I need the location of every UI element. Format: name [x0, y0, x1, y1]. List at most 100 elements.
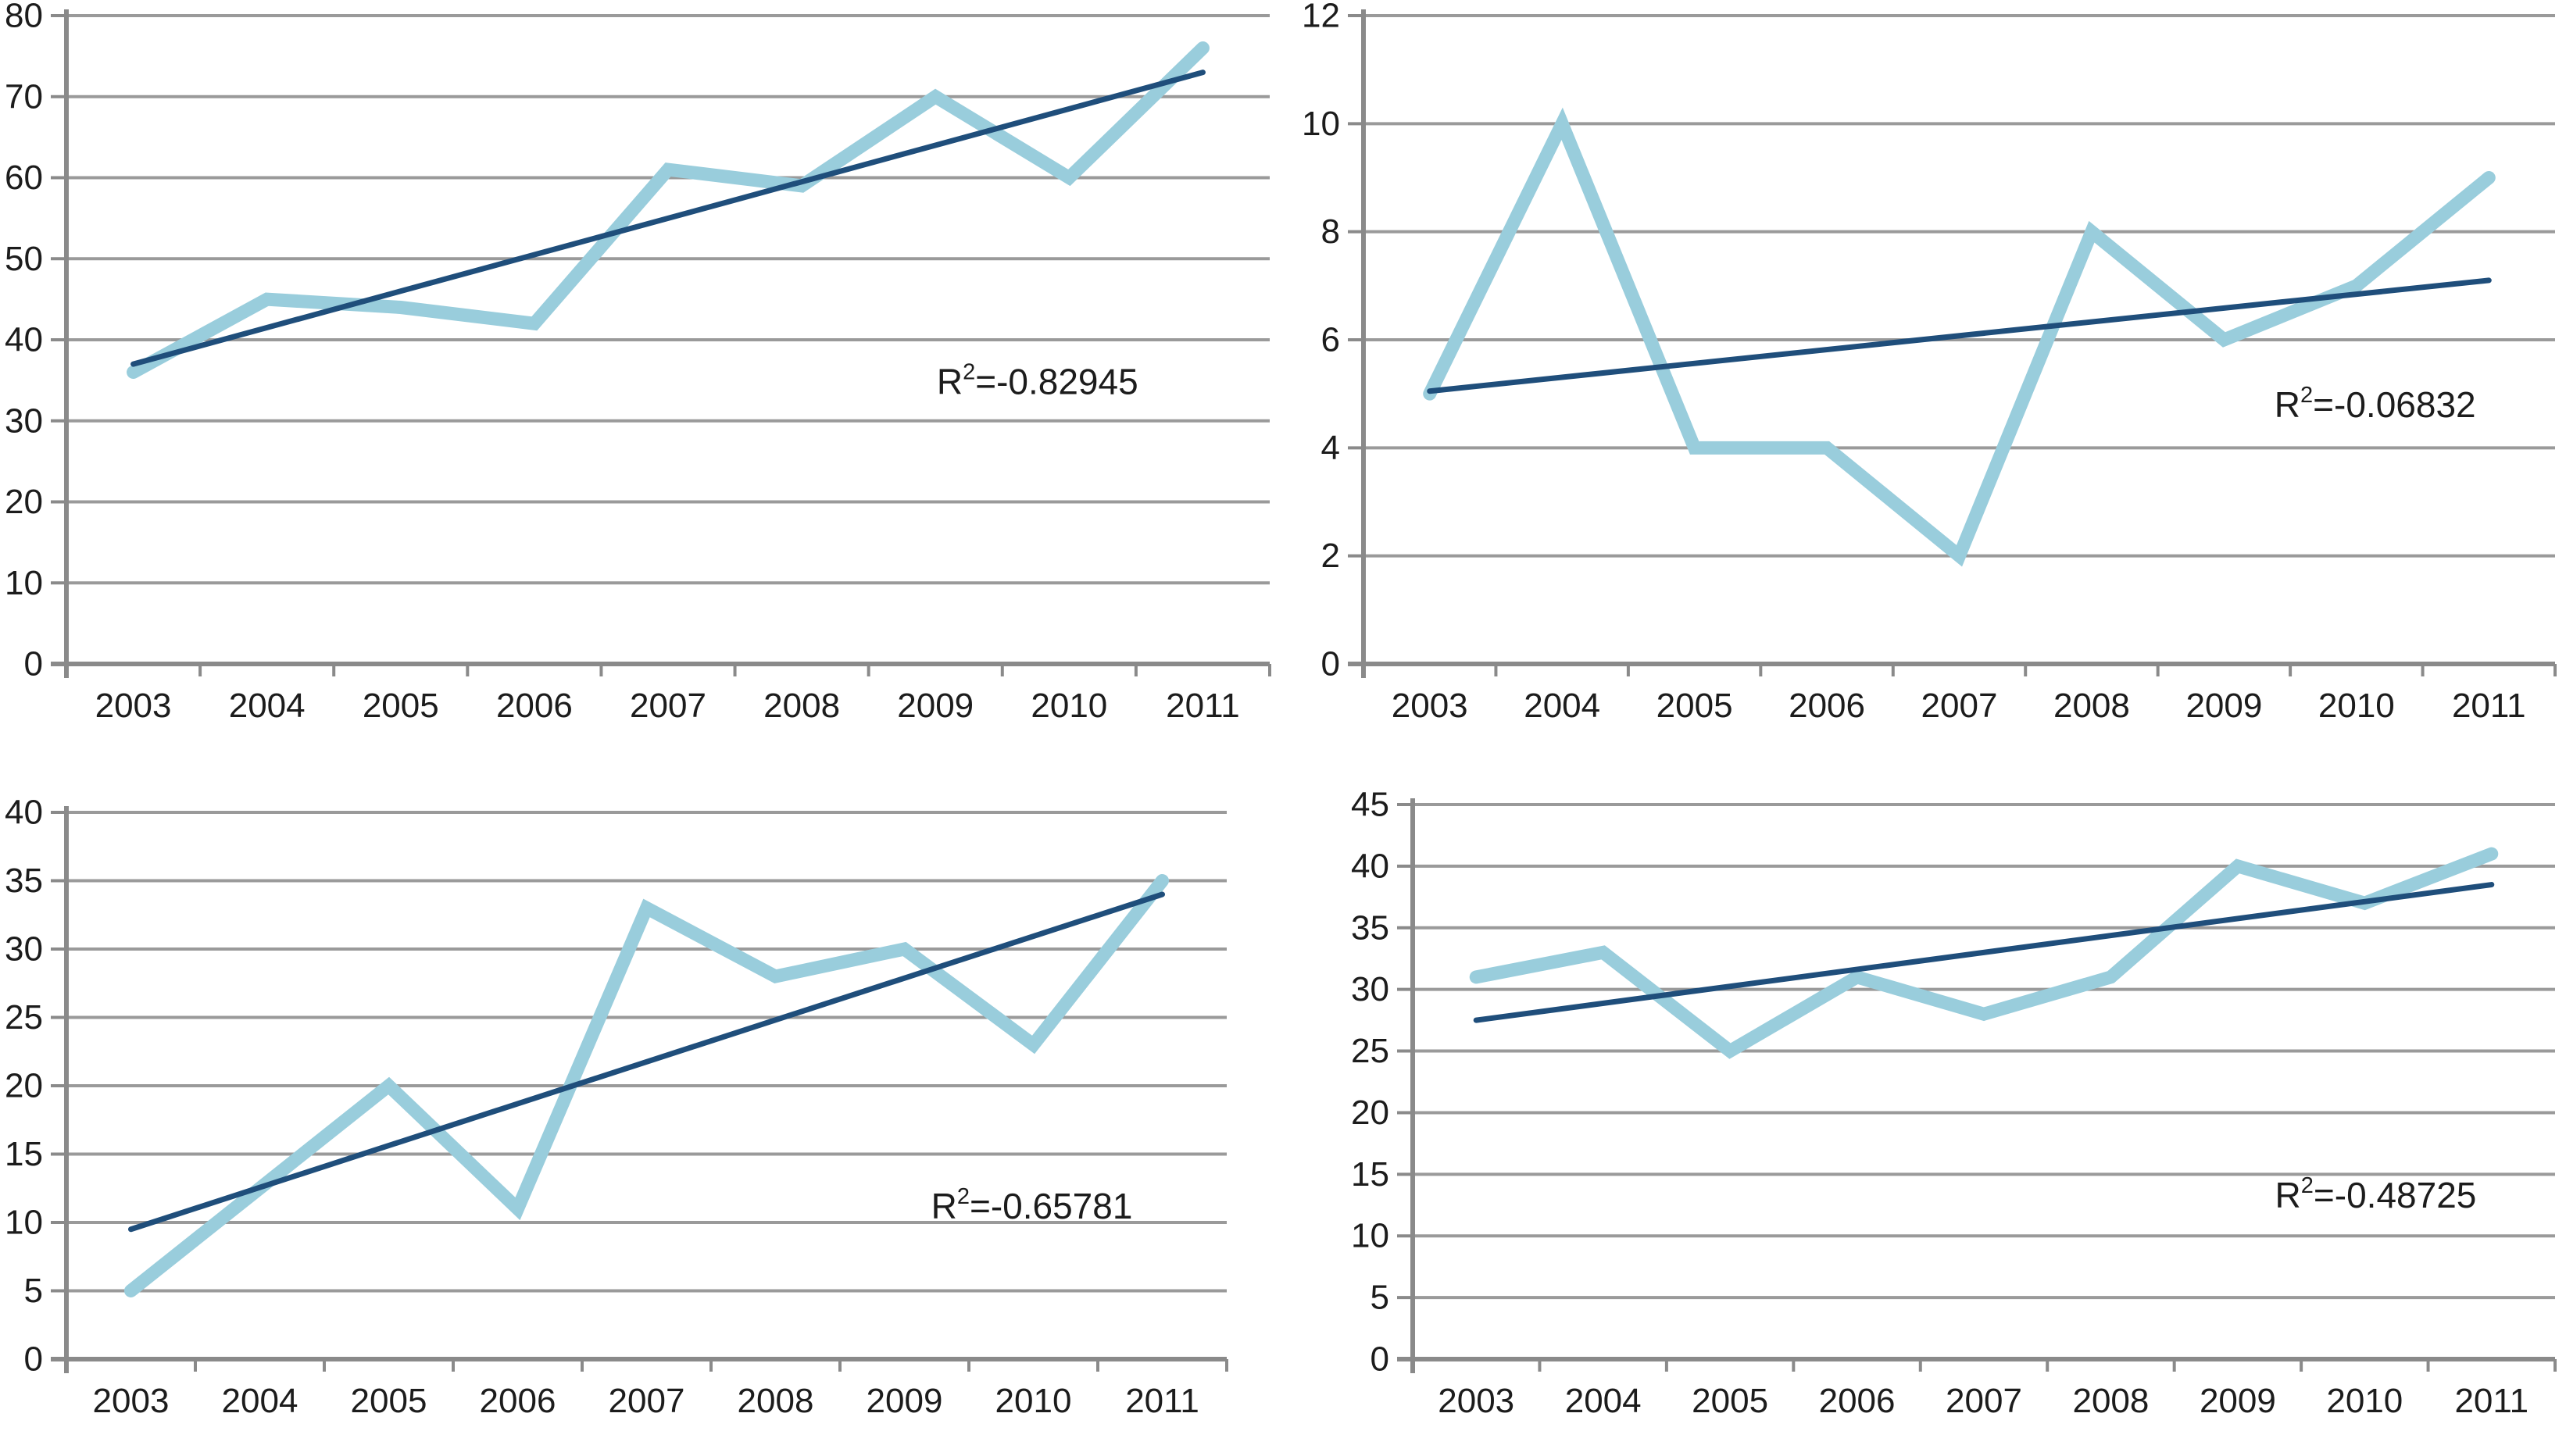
x-tick-label: 2007	[609, 1382, 685, 1420]
y-tick-label: 10	[1302, 105, 1340, 143]
x-axis-labels: 2003 2004 2005 2006 2007 2008 2009 2010 2011	[1438, 1382, 2528, 1420]
y-tick-label: 12	[1302, 0, 1340, 35]
x-tick-label: 2009	[2185, 687, 2262, 725]
r-squared-annotation: R2=-0.06832	[2275, 383, 2476, 425]
x-tick-label: 2006	[496, 687, 573, 725]
y-tick-label: 5	[1371, 1279, 1389, 1317]
y-tick-label: 0	[24, 1340, 43, 1379]
x-tick-label: 2007	[1921, 687, 1998, 725]
x-tick-label: 2011	[1125, 1382, 1199, 1420]
y-axis-labels: 0 10 20 30 40 50 60 70 80	[5, 0, 43, 683]
x-tick-label: 2004	[222, 1382, 298, 1420]
x-tick-label: 2008	[763, 687, 840, 725]
x-tick-marks	[65, 1359, 1228, 1372]
x-tick-label: 2006	[1819, 1382, 1896, 1420]
x-tick-label: 2005	[363, 687, 439, 725]
x-tick-label: 2010	[995, 1382, 1072, 1420]
x-axis-labels: 2003 2004 2005 2006 2007 2008 2009 2010 2011	[93, 1382, 1199, 1420]
y-tick-label: 20	[5, 1067, 43, 1105]
chart-top-right: 0 2 4 6 8 10 12 2003 2004 2005 2006 2007 2008 2009 201…	[1283, 0, 2566, 728]
y-tick-label: 25	[1351, 1032, 1389, 1070]
chart-bottom-right: 0 5 10 15 20 25 30 35 40 45 2003 2004 2005 2006 2007 20…	[1283, 728, 2566, 1456]
y-tick-label: 25	[5, 998, 43, 1037]
y-axis-labels: 0 5 10 15 20 25 30 35 40	[5, 794, 43, 1379]
trend-line	[128, 891, 1165, 1233]
y-tick-label: 6	[1321, 321, 1340, 359]
y-tick-label: 10	[5, 1204, 43, 1242]
x-tick-label: 2010	[1031, 687, 1107, 725]
y-tick-label: 4	[1321, 429, 1340, 467]
x-tick-label: 2003	[1438, 1382, 1514, 1420]
x-tick-marks	[1362, 664, 2557, 676]
x-tick-label: 2004	[1524, 687, 1600, 725]
r-squared-annotation: R2=-0.65781	[931, 1184, 1133, 1226]
y-tick-label: 0	[24, 645, 43, 683]
y-tick-label: 5	[24, 1272, 43, 1310]
x-tick-label: 2005	[1692, 1382, 1768, 1420]
x-tick-label: 2006	[1789, 687, 1865, 725]
observed-series-line	[1469, 847, 2499, 1059]
x-tick-label: 2009	[2200, 1382, 2276, 1420]
trend-line	[1473, 882, 2495, 1023]
x-tick-marks	[65, 664, 1271, 676]
y-tick-label: 10	[1351, 1217, 1389, 1255]
y-tick-label: 45	[1351, 786, 1389, 824]
y-tick-label: 15	[1351, 1155, 1389, 1194]
y-gridlines	[1413, 803, 2555, 1300]
x-tick-label: 2010	[2318, 687, 2395, 725]
y-tick-label: 50	[5, 240, 43, 278]
y-tick-label: 20	[1351, 1094, 1389, 1132]
x-tick-label: 2005	[1656, 687, 1733, 725]
x-tick-label: 2011	[2454, 1382, 2528, 1420]
x-tick-label: 2006	[480, 1382, 556, 1420]
x-tick-label: 2004	[1565, 1382, 1642, 1420]
axes	[1397, 798, 2555, 1373]
y-tick-label: 30	[5, 930, 43, 969]
x-tick-label: 2008	[738, 1382, 814, 1420]
r-squared-annotation: R2=-0.48725	[2275, 1173, 2477, 1215]
observed-series-line	[127, 41, 1210, 379]
y-tick-label: 8	[1321, 212, 1340, 251]
y-tick-label: 70	[5, 77, 43, 116]
y-tick-label: 30	[1351, 970, 1389, 1008]
x-tick-label: 2009	[897, 687, 974, 725]
y-tick-label: 80	[5, 0, 43, 35]
chart-top-right-svg: 0 2 4 6 8 10 12 2003 2004 2005 2006 2007 2008 2009 201…	[1302, 0, 2557, 725]
y-axis-labels: 0 5 10 15 20 25 30 35 40 45	[1351, 786, 1389, 1379]
x-tick-label: 2005	[351, 1382, 427, 1420]
y-tick-label: 0	[1371, 1340, 1389, 1379]
x-tick-label: 2010	[2326, 1382, 2403, 1420]
trend-line	[1427, 277, 2492, 394]
y-tick-label: 35	[1351, 908, 1389, 947]
chart-top-left: 0 10 20 30 40 50 60 70 80 2003 2004 2005 2006 2007 200…	[0, 0, 1283, 728]
x-tick-label: 2004	[229, 687, 306, 725]
x-tick-label: 2008	[2072, 1382, 2149, 1420]
observed-series-line	[1423, 107, 2496, 567]
axes	[51, 806, 1227, 1373]
r-squared-annotation: R2=-0.82945	[937, 360, 1138, 402]
y-tick-label: 40	[5, 321, 43, 359]
y-tick-label: 40	[1351, 847, 1389, 885]
x-tick-label: 2009	[867, 1382, 943, 1420]
x-tick-label: 2011	[2452, 687, 2526, 725]
x-tick-label: 2003	[1392, 687, 1468, 725]
y-tick-label: 60	[5, 159, 43, 197]
y-tick-label: 0	[1321, 645, 1340, 683]
x-tick-label: 2008	[2053, 687, 2130, 725]
x-tick-label: 2007	[1946, 1382, 2022, 1420]
chart-bottom-left: 0 5 10 15 20 25 30 35 40 2003 2004 2005 2006 2007 2008…	[0, 728, 1283, 1456]
x-axis-labels: 2003 2004 2005 2006 2007 2008 2009 2010 2011	[1392, 687, 2526, 725]
y-tick-label: 20	[5, 483, 43, 521]
axes	[1348, 9, 2555, 678]
x-axis-labels: 2003 2004 2005 2006 2007 2008 2009 2010 2011	[95, 687, 1240, 725]
y-tick-label: 2	[1321, 537, 1340, 575]
x-tick-marks	[1411, 1359, 2557, 1372]
y-tick-marks	[51, 14, 66, 666]
y-tick-label: 35	[5, 862, 43, 900]
y-gridlines	[1363, 14, 2555, 558]
y-tick-label: 15	[5, 1135, 43, 1173]
x-tick-label: 2003	[95, 687, 172, 725]
y-axis-labels: 0 2 4 6 8 10 12	[1302, 0, 1340, 683]
